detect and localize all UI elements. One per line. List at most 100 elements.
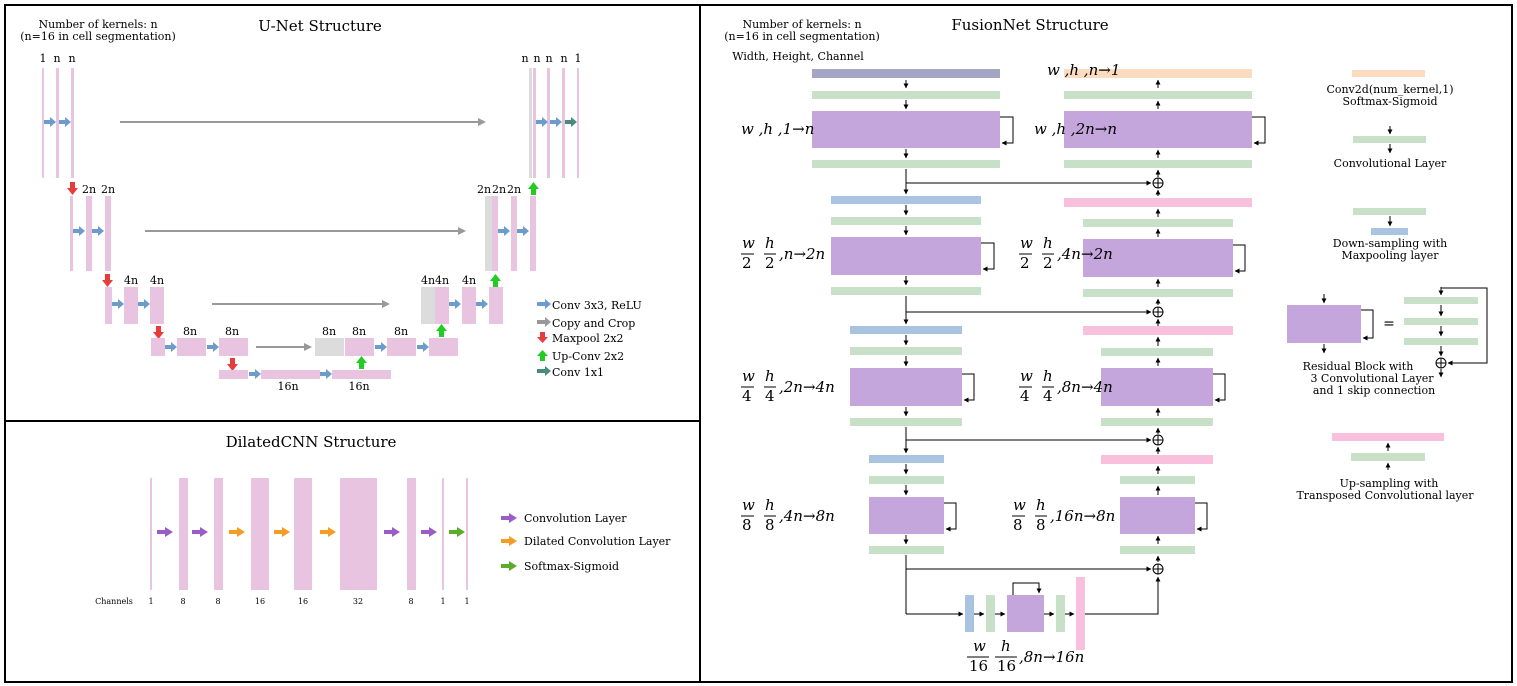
orange-arrow-icon [274, 527, 290, 537]
svg-text:w: w [1020, 367, 1033, 385]
svg-text:2: 2 [1043, 254, 1053, 272]
conv-arrow-icon [249, 369, 261, 379]
dec3-label: w 4 h 4 ,8n→4n [1019, 367, 1113, 405]
unet-label: 2n [492, 183, 506, 196]
final-layer [1352, 70, 1425, 77]
dec1-top-label: w ,h ,n→1 [1047, 61, 1120, 79]
enc3-label: w 4 h 4 ,2n→4n [741, 367, 835, 405]
channel-value: 8 [180, 597, 185, 606]
unet-layer [492, 196, 498, 271]
green-arrow-icon [449, 527, 465, 537]
conv-arrow-icon [44, 117, 56, 127]
conv-layer [1056, 595, 1065, 632]
legend-label: and 1 skip connection [1313, 384, 1435, 397]
unet-layer [530, 196, 536, 271]
conv-layer [1083, 289, 1233, 297]
unet-layer [489, 287, 503, 324]
conv-layer [1120, 546, 1195, 554]
enc1-label: w ,h ,1→n [741, 120, 814, 138]
unet-layer [462, 287, 476, 324]
channel-value: 32 [353, 597, 363, 606]
unet-layer [124, 287, 138, 324]
conv-arrow-icon [59, 117, 71, 127]
unet-layer [435, 287, 449, 324]
svg-text:2: 2 [742, 254, 752, 272]
conv-layer [1351, 453, 1425, 461]
channels-label: Channels [95, 597, 133, 606]
upsample-layer [1076, 577, 1085, 650]
svg-text:8: 8 [765, 516, 775, 534]
blue-arrow-icon [537, 299, 551, 309]
unet-label: 8n [225, 325, 239, 338]
unet-layer [511, 196, 517, 271]
svg-text:h: h [765, 496, 775, 514]
legend-label: Transposed Convolutional layer [1296, 489, 1474, 502]
purple-arrow-icon [192, 527, 208, 537]
dilated-layer [294, 478, 312, 590]
residual-block [1083, 239, 1233, 277]
svg-text:4: 4 [742, 387, 752, 405]
downsample-layer [1371, 228, 1408, 235]
conv-layer [1404, 318, 1478, 325]
residual-block [869, 497, 944, 534]
conv-layer [869, 476, 944, 484]
conv-arrow-icon [498, 226, 510, 236]
orange-arrow-icon [320, 527, 336, 537]
gray-arrow-icon [537, 317, 551, 327]
conv-layer [1404, 297, 1478, 304]
unet-label: 4n [150, 274, 164, 287]
upsample-layer [1064, 198, 1252, 207]
fusionnet-kernels-line1: Number of kernels: n [742, 18, 861, 31]
legend-label: Residual Block with [1303, 360, 1414, 373]
svg-text:,4n→8n: ,4n→8n [779, 507, 835, 525]
svg-text:w: w [1020, 234, 1033, 252]
dilated-layer [214, 478, 223, 590]
legend-label: Maxpooling layer [1341, 249, 1439, 262]
unet-label: 8n [322, 325, 336, 338]
unet-layer [71, 68, 74, 178]
input-layer [812, 69, 1000, 78]
unet-layer [105, 287, 112, 324]
conv-layer [1101, 348, 1213, 356]
dilated-layer [466, 478, 468, 590]
unet-layer [345, 338, 374, 356]
legend-label: Convolutional Layer [1334, 157, 1447, 170]
svg-text:h: h [1001, 637, 1011, 655]
conv-layer [1083, 219, 1233, 227]
conv-layer [1101, 418, 1213, 426]
conv-arrow-icon [138, 299, 150, 309]
copy-arrow-icon [212, 300, 390, 308]
unet-label: 2n [82, 183, 96, 196]
unet-label: 16n [348, 380, 369, 393]
channel-value: 8 [215, 597, 220, 606]
svg-text:8: 8 [1036, 516, 1046, 534]
conv-layer [1064, 91, 1252, 99]
downsample-layer [869, 455, 944, 463]
unet-layer [105, 196, 111, 271]
conv-layer [869, 546, 944, 554]
purple-arrow-icon [157, 527, 173, 537]
conv-layer [850, 347, 962, 355]
svg-text:,16n→8n: ,16n→8n [1050, 507, 1115, 525]
legend-label: Dilated Convolution Layer [524, 535, 671, 548]
conv-layer [831, 287, 981, 295]
legend-label: Conv2d(num_kernel,1) [1326, 83, 1453, 96]
red-down-arrow-icon [537, 332, 548, 343]
maxpool-arrow-icon [153, 326, 164, 339]
residual-block [1120, 497, 1195, 534]
dilated-layer [442, 478, 444, 590]
svg-text:w: w [1013, 496, 1026, 514]
unet-layer [151, 338, 165, 356]
legend-label: Up-sampling with [1340, 477, 1439, 490]
orange-arrow-icon [229, 527, 245, 537]
residual-block [1007, 595, 1044, 632]
unet-label: n [533, 52, 540, 65]
svg-text:16: 16 [997, 657, 1016, 675]
channel-value: 1 [148, 597, 153, 606]
conv-arrow-icon [73, 226, 85, 236]
conv-arrow-icon [165, 342, 177, 352]
fusionnet-panel [699, 4, 1513, 683]
conv-arrow-icon [550, 117, 562, 127]
svg-text:4: 4 [765, 387, 775, 405]
